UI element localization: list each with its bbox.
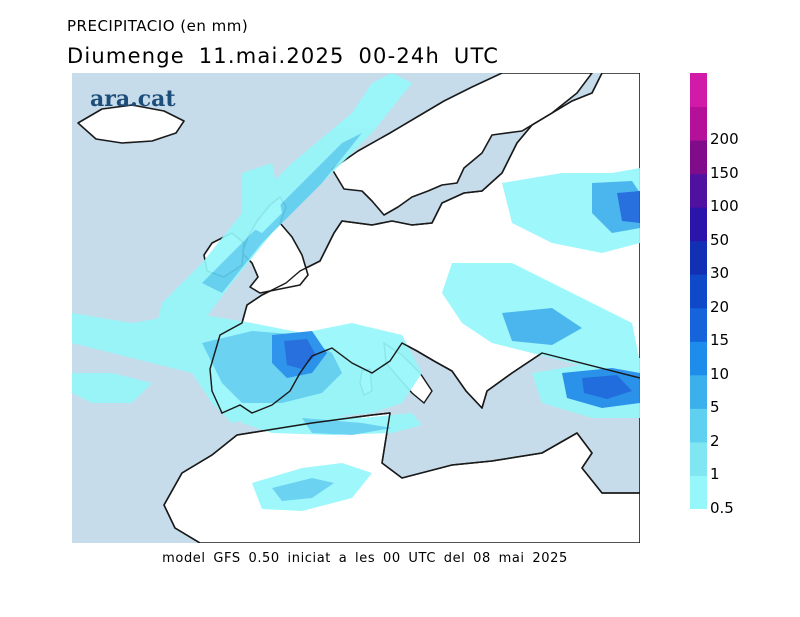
legend-label: 200 [710,130,739,149]
legend-label: 30 [710,264,730,283]
brand-logo: ara.cat [90,86,176,112]
legend-swatch [690,240,707,275]
legend-swatch [690,173,707,208]
land-scandinavia [331,73,593,216]
legend-label: 15 [710,331,730,350]
legend-swatch [690,73,707,108]
map-title: PRECIPITACIO (en mm) [67,17,249,35]
legend-label: 50 [710,230,730,249]
legend-colorbar [690,73,707,509]
coastlines [163,73,640,543]
legend-label: 20 [710,297,730,316]
precipitation-map [72,73,640,543]
legend-swatch [690,341,707,376]
model-run-info: model GFS 0.50 iniciat a les 00 UTC del … [162,551,568,566]
legend-swatch [690,140,707,175]
legend-swatch [690,441,707,476]
map-subtitle: Diumenge 11.mai.2025 00-24h UTC [67,44,500,68]
legend-swatch [690,274,707,309]
legend-label: 100 [710,197,739,216]
legend-swatch [690,374,707,409]
legend-label: 0.5 [710,499,734,517]
legend-label: 10 [710,364,730,383]
legend-label: 5 [710,398,720,417]
legend-swatch [690,408,707,443]
legend-label: 1 [710,465,720,484]
legend-swatch [690,106,707,141]
legend-swatch [690,207,707,242]
precipitation-overlay [72,73,640,511]
legend-label: 2 [710,431,720,450]
legend-swatch [690,475,707,509]
legend-label: 150 [710,163,739,182]
legend-swatch [690,307,707,342]
land-iceland [77,104,185,144]
